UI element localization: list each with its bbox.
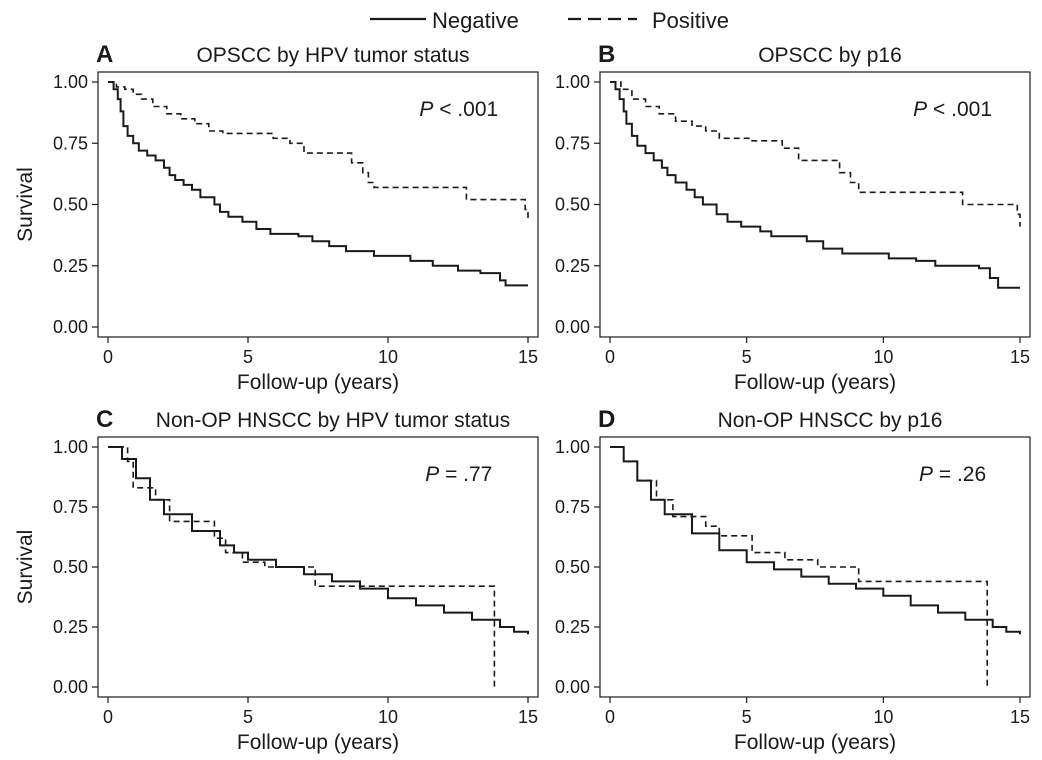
panel-d: D Non-OP HNSCC by p16 0 5 10 15 0.00 0.25 0.50 0.…	[555, 406, 1031, 754]
panel-letter: C	[96, 406, 113, 433]
p-value-annotation: P < .001	[419, 98, 498, 121]
y-tick-label: 0.25	[53, 256, 88, 276]
series-negative-line	[108, 81, 528, 287]
y-axis-label: Survival	[14, 167, 37, 242]
y-tick-label: 0.75	[555, 133, 590, 153]
x-tick-label: 10	[378, 347, 398, 367]
x-tick-label: 15	[1010, 707, 1030, 727]
x-tick-label: 0	[103, 347, 113, 367]
p-value-symbol: P	[425, 463, 439, 486]
y-tick-label: 0.50	[555, 557, 590, 577]
panel-letter: A	[96, 41, 113, 68]
panels: A OPSCC by HPV tumor status 0 5 10 15 0.00 0.25…	[14, 41, 1031, 754]
x-tick-label: 5	[742, 707, 752, 727]
panel-letter: B	[598, 41, 615, 68]
y-tick-label: 0.00	[53, 677, 88, 697]
y-tick-label: 0.00	[555, 317, 590, 337]
x-tick-label: 15	[518, 347, 538, 367]
panel-title: OPSCC by HPV tumor status	[196, 44, 469, 67]
y-tick-label: 0.00	[555, 677, 590, 697]
x-tick-label: 0	[605, 707, 615, 727]
y-tick-label: 0.75	[53, 133, 88, 153]
y-tick-label: 0.50	[53, 557, 88, 577]
y-tick-label: 0.25	[53, 617, 88, 637]
p-value-text: = .26	[933, 463, 986, 486]
y-tick-label: 0.50	[555, 195, 590, 215]
series-positive-line	[108, 81, 529, 222]
y-tick-label: 1.00	[53, 72, 88, 92]
y-tick-label: 0.75	[555, 497, 590, 517]
p-value-symbol: P	[419, 98, 433, 121]
panel-a: A OPSCC by HPV tumor status 0 5 10 15 0.00 0.25…	[14, 41, 539, 394]
y-axis-label: Survival	[14, 530, 37, 605]
p-value-annotation: P < .001	[913, 98, 992, 121]
x-tick-label: 5	[243, 707, 253, 727]
series-positive-line	[610, 81, 1021, 227]
y-tick-label: 0.00	[53, 317, 88, 337]
legend-label-positive: Positive	[652, 8, 729, 33]
panel-letter: D	[598, 406, 615, 433]
x-axis-label: Follow-up (years)	[237, 371, 399, 394]
x-tick-label: 15	[1010, 347, 1030, 367]
legend-label-negative: Negative	[432, 8, 519, 33]
x-axis-label: Follow-up (years)	[734, 731, 896, 754]
y-tick-label: 0.75	[53, 497, 88, 517]
x-tick-label: 10	[873, 347, 893, 367]
x-tick-label: 15	[518, 707, 538, 727]
series-positive-line	[610, 446, 988, 687]
panel-title: Non-OP HNSCC by HPV tumor status	[156, 409, 510, 432]
series-negative-line	[610, 446, 1021, 635]
x-axis-label: Follow-up (years)	[734, 371, 896, 394]
y-tick-label: 1.00	[555, 437, 590, 457]
y-tick-label: 0.25	[555, 617, 590, 637]
p-value-symbol: P	[913, 98, 927, 121]
p-value-text: < .001	[433, 98, 498, 121]
figure-legend: Negative Positive	[370, 8, 729, 33]
x-tick-label: 5	[742, 347, 752, 367]
p-value-text: < .001	[927, 98, 992, 121]
panel-title: OPSCC by p16	[758, 44, 902, 67]
series-negative-line	[610, 81, 1020, 289]
p-value-text: = .77	[439, 463, 492, 486]
p-value-annotation: P = .26	[919, 463, 986, 486]
p-value-annotation: P = .77	[425, 463, 492, 486]
panel-b: B OPSCC by p16 0 5 10 15 0.00 0.25 0.50 0.75 1.00 F…	[555, 41, 1031, 394]
y-tick-label: 0.50	[53, 195, 88, 215]
series-positive-line	[108, 446, 496, 687]
panel-title: Non-OP HNSCC by p16	[718, 409, 943, 432]
x-tick-label: 5	[243, 347, 253, 367]
y-tick-label: 0.25	[555, 256, 590, 276]
x-tick-label: 0	[605, 347, 615, 367]
x-tick-label: 10	[378, 707, 398, 727]
x-tick-label: 0	[103, 707, 113, 727]
p-value-symbol: P	[919, 463, 933, 486]
panel-c: C Non-OP HNSCC by HPV tumor status 0 5 10 15 0…	[14, 406, 539, 754]
y-tick-label: 1.00	[555, 72, 590, 92]
y-tick-label: 1.00	[53, 437, 88, 457]
x-axis-label: Follow-up (years)	[237, 731, 399, 754]
x-tick-label: 10	[873, 707, 893, 727]
